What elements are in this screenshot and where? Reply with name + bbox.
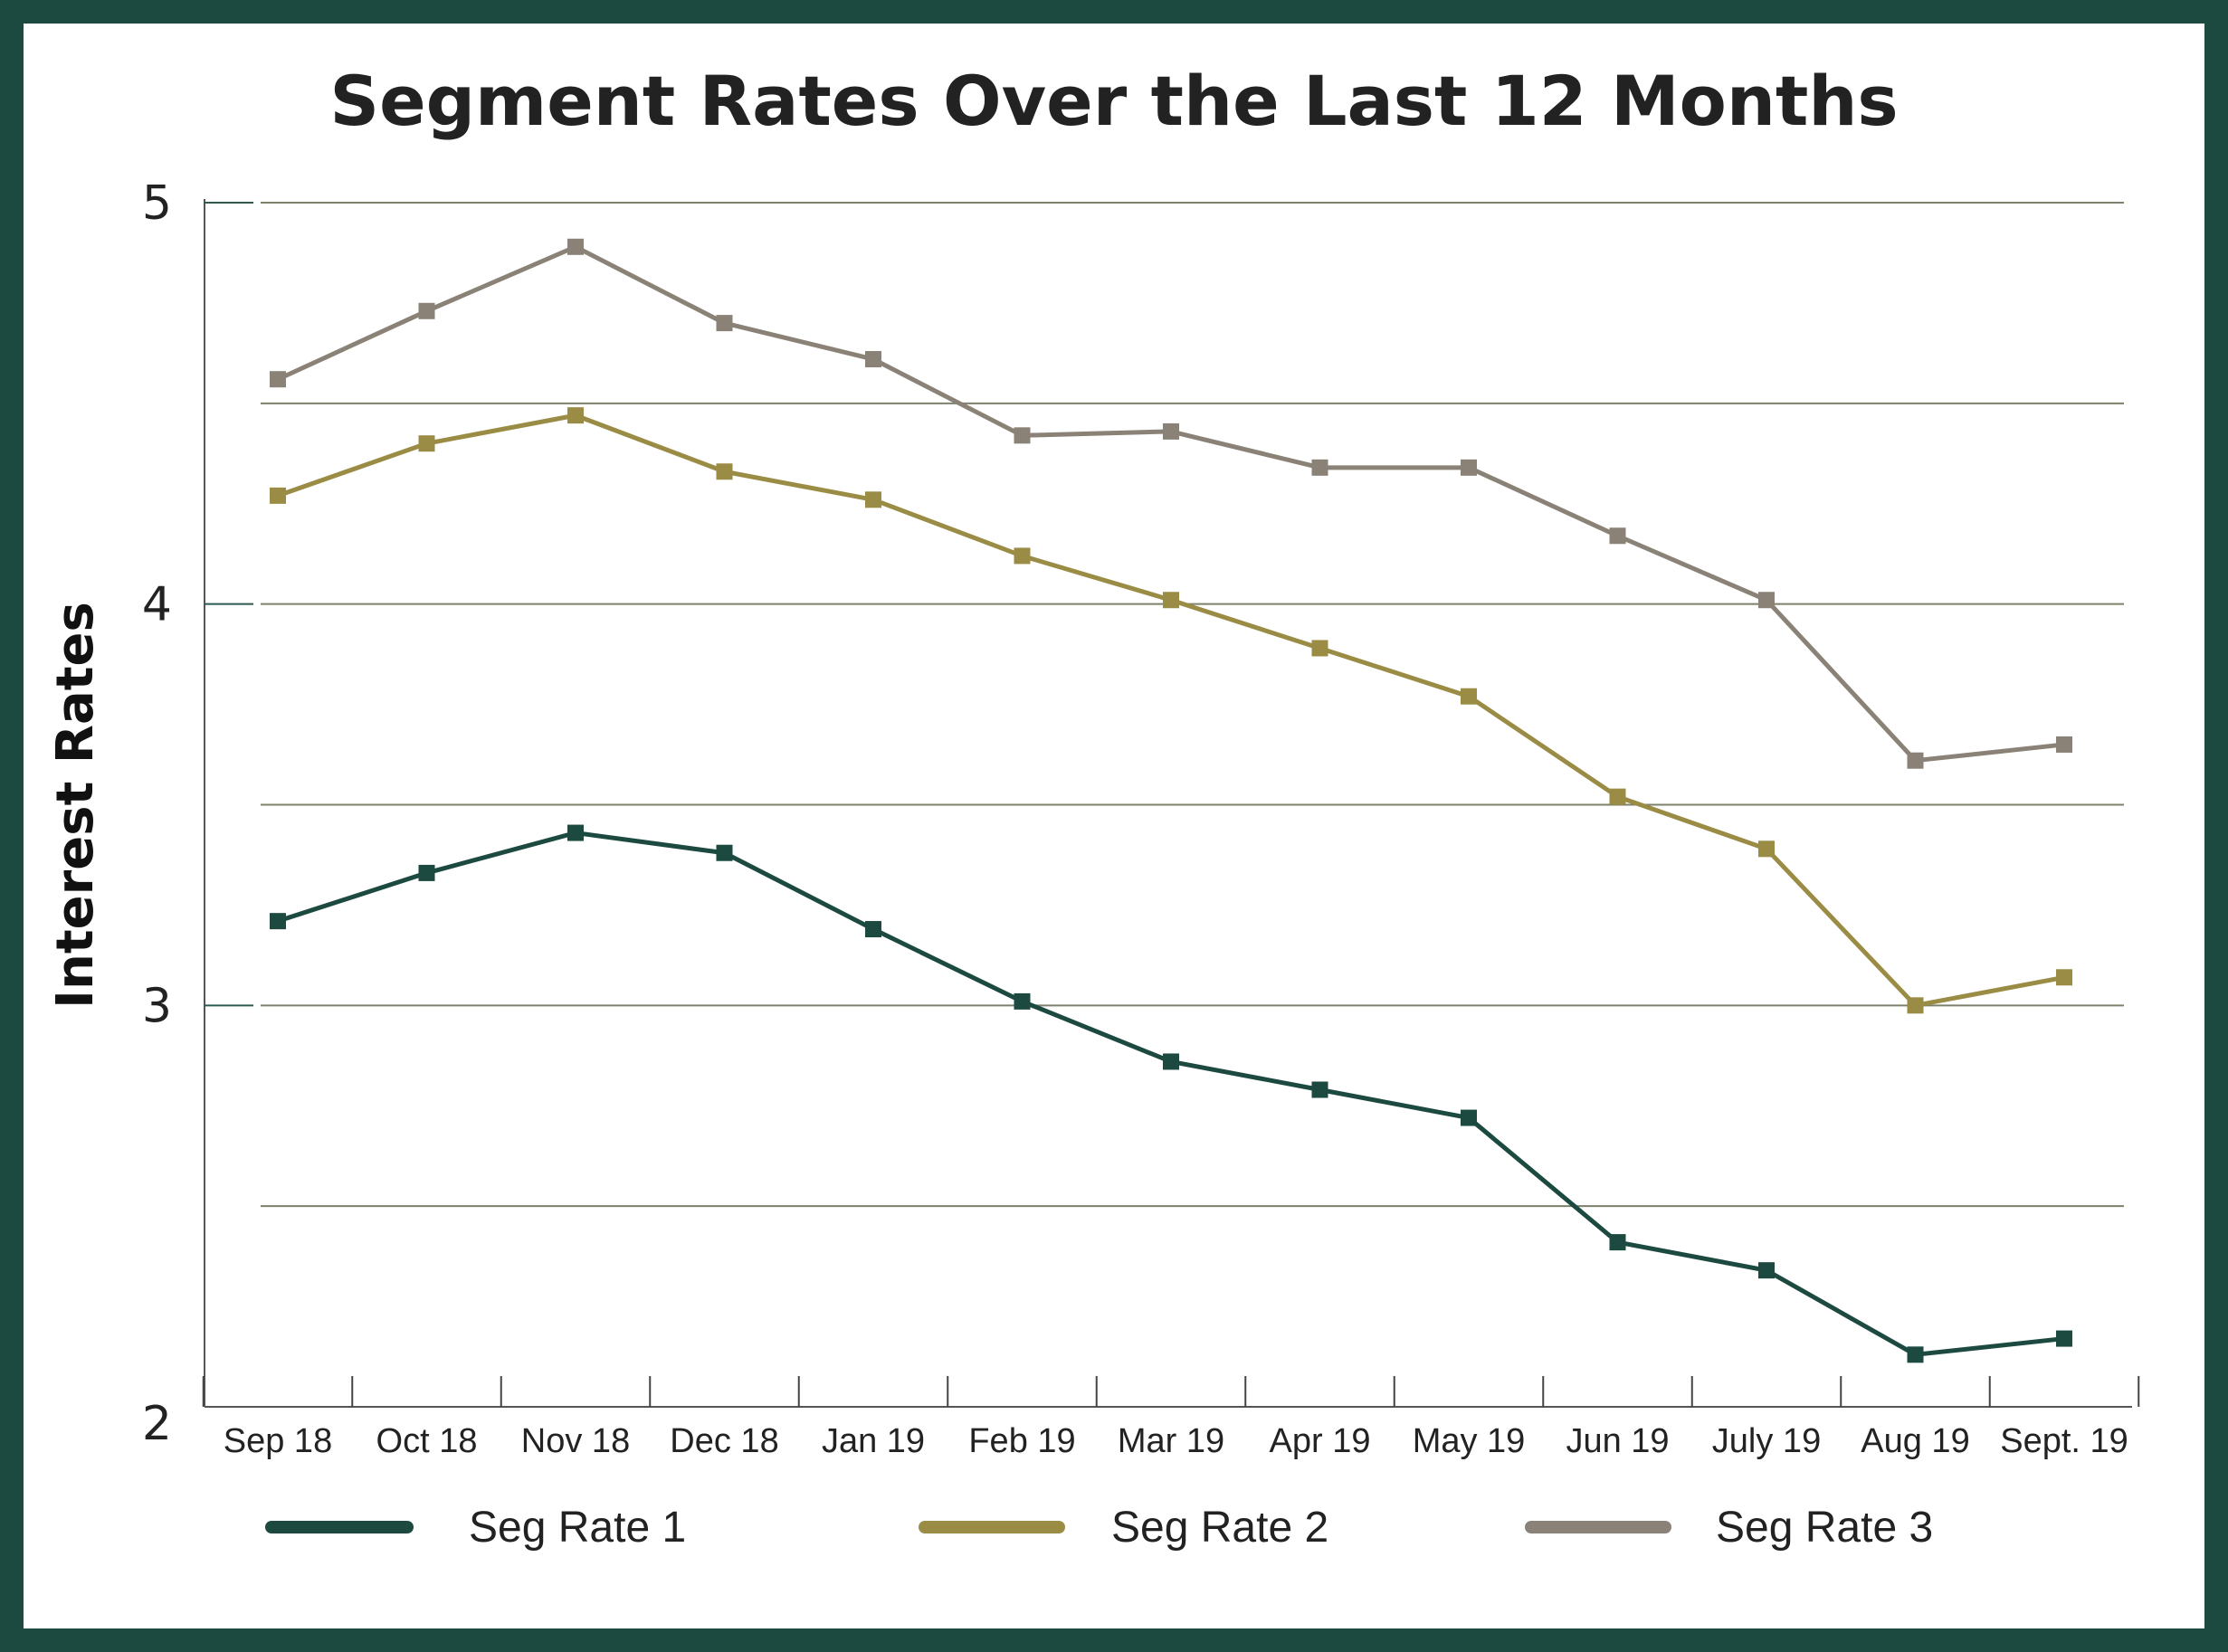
data-point — [865, 351, 881, 368]
x-tick-label: Feb 19 — [968, 1422, 1075, 1460]
data-point — [1461, 459, 1477, 476]
data-point — [1609, 1234, 1626, 1251]
gridlines — [261, 202, 2124, 1208]
legend-item: Seg Rate 2 — [919, 1504, 1328, 1552]
axes: 2 3 4 5 Sep 18 Oct 18 Nov 18 Dec 18 Jan 19 Feb 19… — [142, 176, 2140, 1460]
legend-label: Seg Rate 3 — [1716, 1504, 1933, 1552]
data-point — [1758, 1262, 1775, 1279]
legend: Seg Rate 1 Seg Rate 2 Seg Rate 3 — [265, 1504, 1933, 1552]
data-point — [1609, 788, 1626, 805]
y-axis-label: Interest Rates — [46, 602, 105, 1009]
data-point — [2056, 969, 2072, 986]
data-point — [716, 315, 733, 332]
data-point — [567, 407, 584, 424]
legend-label: Seg Rate 2 — [1111, 1504, 1328, 1552]
data-point — [1014, 427, 1031, 444]
data-point — [270, 487, 286, 504]
data-point — [2056, 736, 2072, 753]
x-tick-label: Jan 19 — [822, 1422, 925, 1460]
x-tick-label: Oct 18 — [376, 1422, 478, 1460]
series-3 — [270, 238, 2072, 769]
data-point — [2056, 1330, 2072, 1347]
series-1 — [270, 824, 2072, 1363]
data-point — [270, 371, 286, 388]
x-tick-label: Mar 19 — [1118, 1422, 1224, 1460]
data-point — [567, 824, 584, 841]
series-lines — [270, 238, 2072, 1363]
data-point — [270, 913, 286, 930]
data-point — [1163, 422, 1179, 440]
data-point — [1461, 1109, 1477, 1126]
x-tick-label: July 19 — [1712, 1422, 1821, 1460]
data-point — [1907, 997, 1924, 1014]
series-line — [277, 831, 2065, 1357]
legend-item: Seg Rate 3 — [1525, 1504, 1933, 1552]
data-point — [1311, 1081, 1328, 1098]
data-point — [1311, 640, 1328, 657]
chart-title: Segment Rates Over the Last 12 Months — [329, 61, 1898, 141]
data-point — [1163, 592, 1179, 609]
x-tick-label: Apr 19 — [1270, 1422, 1371, 1460]
data-point — [865, 921, 881, 938]
x-tick-label: Nov 18 — [521, 1422, 630, 1460]
x-tick-label: Dec 18 — [670, 1422, 778, 1460]
data-point — [418, 435, 435, 452]
data-point — [1907, 1346, 1924, 1363]
x-tick-label: Sept. 19 — [2000, 1422, 2128, 1460]
data-point — [716, 463, 733, 480]
y-tick-label: 3 — [142, 979, 172, 1033]
series-line — [276, 244, 2065, 764]
y-tick-label: 5 — [142, 176, 172, 231]
data-point — [1163, 1053, 1179, 1070]
data-point — [865, 491, 881, 508]
data-point — [1907, 752, 1924, 769]
data-point — [1014, 547, 1031, 565]
y-tick-label: 4 — [142, 578, 172, 632]
data-point — [1461, 688, 1477, 705]
x-tick-label: Jun 19 — [1566, 1422, 1669, 1460]
data-point — [1609, 527, 1626, 545]
series-2 — [270, 407, 2072, 1014]
y-tick-label: 2 — [142, 1397, 172, 1451]
data-point — [716, 844, 733, 861]
data-point — [1311, 459, 1328, 476]
legend-label: Seg Rate 1 — [469, 1504, 686, 1552]
data-point — [1758, 592, 1775, 609]
data-point — [567, 238, 584, 255]
legend-item: Seg Rate 1 — [265, 1504, 686, 1552]
x-tick-label: May 19 — [1413, 1422, 1526, 1460]
series-line — [277, 413, 2065, 1008]
data-point — [418, 302, 435, 319]
x-tick-label: Sep 18 — [224, 1422, 332, 1460]
data-point — [1758, 840, 1775, 858]
x-tick-label: Aug 19 — [1861, 1422, 1969, 1460]
data-point — [418, 864, 435, 881]
data-point — [1014, 992, 1031, 1010]
